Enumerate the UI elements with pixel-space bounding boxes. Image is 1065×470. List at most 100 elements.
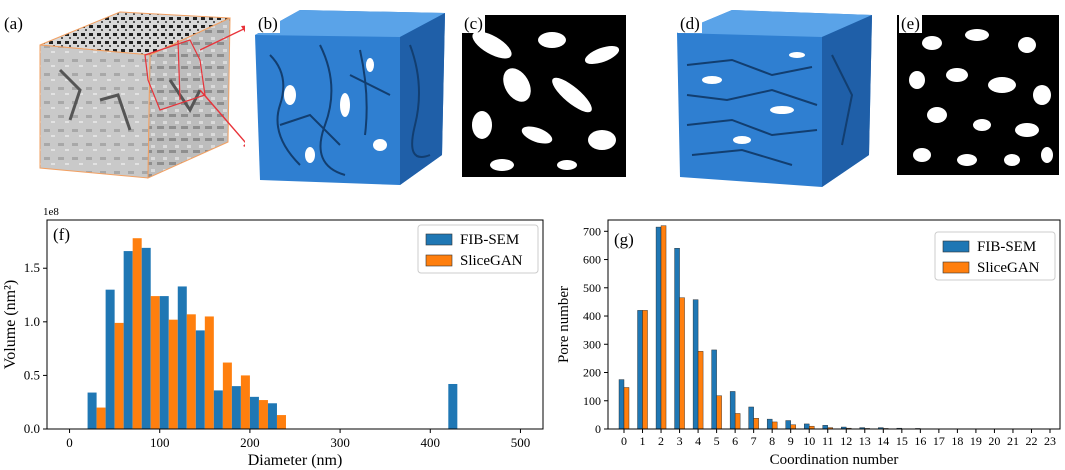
bar-fibsem-4 (692, 299, 699, 430)
legend-swatch-1 (942, 261, 970, 274)
bar-slicegan-6 (734, 413, 741, 430)
panel-label-f: (f) (53, 225, 70, 244)
y-tick-label: 0 (595, 422, 601, 436)
bar-slicegan-3 (132, 238, 142, 429)
y-tick-label: 1.0 (24, 314, 40, 329)
x-tick-label: 500 (511, 435, 531, 450)
bar-fibsem-2 (105, 289, 115, 429)
x-tick-label: 6 (732, 434, 738, 448)
bar-fibsem-21 (448, 383, 458, 429)
x-tick-label: 200 (240, 435, 260, 450)
x-tick-label: 2 (658, 434, 664, 448)
bar-slicegan-2 (114, 322, 124, 429)
bar-slicegan-8 (222, 362, 232, 429)
volume-block-image (39, 11, 253, 179)
bar-slicegan-6 (186, 314, 196, 429)
panel-label-d: (d) (678, 14, 702, 33)
legend-label-1: SliceGAN (977, 260, 1040, 276)
bar-slicegan-1 (96, 407, 106, 429)
x-tick-label: 21 (1007, 434, 1019, 448)
panel-label-a: (a) (2, 14, 25, 33)
legend-swatch-0 (425, 233, 453, 246)
x-tick-label: 12 (840, 434, 852, 448)
bar-fibsem-5 (159, 296, 169, 429)
bar-slicegan-7 (753, 418, 759, 430)
chart-coordination-number: 0 1 2 3 4 5 6 7 8 9 10 11 12 13 14 15 16 17 18 19 20 21 22 2301… (556, 219, 1061, 468)
bar-fibsem-4 (141, 247, 151, 429)
x-tick-label: 1 (640, 434, 646, 448)
y-tick-label: 300 (583, 337, 601, 351)
bar-fibsem-5 (711, 349, 717, 430)
x-tick-label: 5 (714, 434, 720, 448)
x-axis-label: Coordination number (770, 452, 899, 468)
legend-swatch-1 (425, 254, 453, 267)
x-tick-label: 0 (66, 435, 73, 450)
x-tick-label: 15 (896, 434, 908, 448)
y-axis-label: Volume (nm²) (2, 280, 19, 369)
x-tick-label: 11 (822, 434, 834, 448)
y-tick-label: 600 (583, 253, 601, 267)
x-tick-label: 100 (150, 435, 170, 450)
x-tick-label: 23 (1044, 434, 1056, 448)
bar-slicegan-5 (168, 319, 178, 429)
slicegan-slice-image (909, 29, 1053, 166)
bar-fibsem-8 (766, 418, 773, 430)
bar-fibsem-11 (822, 425, 828, 430)
bar-fibsem-9 (785, 420, 791, 430)
bar-fibsem-2 (655, 226, 662, 430)
bar-slicegan-5 (716, 395, 722, 430)
y-tick-label: 0.0 (24, 421, 40, 436)
fibsem-slice-panel: (c) (462, 15, 626, 177)
bar-fibsem-7 (195, 330, 205, 429)
bar-fibsem-10 (804, 423, 810, 430)
panel-label-b: (b) (256, 14, 280, 33)
x-tick-label: 19 (970, 434, 982, 448)
x-tick-label: 300 (330, 435, 350, 450)
x-tick-label: 400 (421, 435, 441, 450)
bar-fibsem-9 (231, 386, 241, 429)
fibsem-pore-3d-panel: (b) (250, 5, 450, 187)
bar-fibsem-10 (249, 396, 259, 429)
slicegan-slice-panel: (e) (897, 15, 1059, 175)
y-tick-label: 200 (583, 366, 601, 380)
y-axis-label: Pore number (556, 286, 572, 363)
bar-fibsem-0 (618, 379, 625, 430)
y-tick-label: 700 (583, 224, 601, 238)
x-tick-label: 8 (769, 434, 775, 448)
x-tick-label: 10 (803, 434, 815, 448)
y-tick-label: 1.5 (24, 260, 40, 275)
plot-frame (46, 219, 544, 430)
bar-slicegan-0 (623, 387, 630, 430)
fibsem-slice-image (472, 31, 620, 171)
bar-slicegan-3 (679, 297, 685, 430)
bar-slicegan-1 (642, 310, 648, 430)
y-tick-label: 100 (583, 394, 601, 408)
bar-fibsem-7 (748, 406, 754, 430)
bar-slicegan-2 (660, 225, 667, 430)
y-tick-label: 400 (583, 309, 601, 323)
x-axis-label: Diameter (nm) (248, 452, 343, 469)
bar-fibsem-8 (213, 390, 223, 429)
bar-fibsem-1 (87, 392, 97, 429)
bar-slicegan-11 (276, 415, 286, 429)
x-tick-label: 3 (677, 434, 683, 448)
y-tick-label: 0.5 (24, 367, 40, 382)
bar-fibsem-6 (177, 286, 187, 429)
legend-label-0: FIB-SEM (460, 232, 519, 248)
x-tick-label: 0 (621, 434, 627, 448)
bar-slicegan-10 (258, 400, 268, 429)
slicegan-pore-3d-panel: (d) (672, 5, 874, 187)
y-tick-label: 500 (583, 281, 601, 295)
bar-fibsem-6 (729, 391, 736, 430)
x-tick-label: 14 (877, 434, 889, 448)
volume-block-panel: (a) (0, 0, 253, 185)
bar-slicegan-4 (697, 351, 704, 430)
bar-slicegan-9 (790, 424, 796, 430)
bar-slicegan-9 (240, 375, 250, 429)
slicegan-pore-3d-image (677, 10, 872, 187)
legend-label-0: FIB-SEM (977, 239, 1036, 255)
x-tick-label: 16 (914, 434, 926, 448)
x-tick-label: 4 (695, 434, 701, 448)
x-tick-label: 20 (988, 434, 1000, 448)
x-tick-label: 22 (1025, 434, 1037, 448)
